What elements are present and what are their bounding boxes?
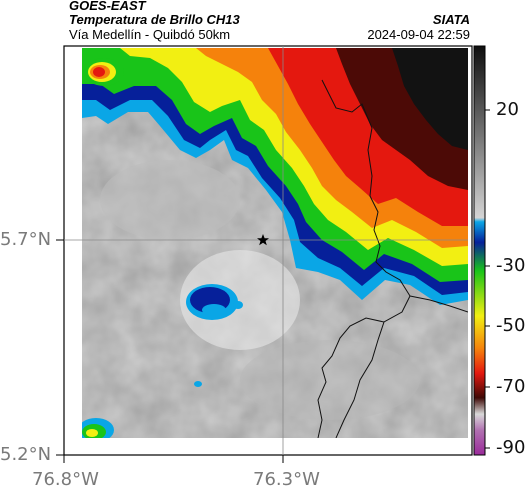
location-star-marker: [257, 234, 269, 246]
colorbar-tick-label: -30: [496, 255, 526, 276]
map-subtitle: Temperatura de Brillo CH13: [69, 12, 240, 27]
lon-tick-label: 76.8°W: [32, 469, 99, 490]
lat-tick-label: 5.2°N: [0, 444, 52, 465]
colorbar-tick-label: -90: [496, 437, 526, 458]
colorbar-tick-label: -70: [496, 376, 526, 397]
region-label: Vía Medellín - Quibdó 50km: [69, 27, 231, 42]
lat-tick-label: 5.7°N: [0, 229, 52, 250]
satellite-image: [82, 48, 468, 438]
agency-label: SIATA: [432, 12, 470, 27]
colorbar: [473, 45, 486, 456]
product-title: GOES-EAST: [69, 0, 146, 13]
lon-tick-label: 76.3°W: [253, 469, 320, 490]
colorbar-tick-label: -50: [496, 315, 526, 336]
datetime-label: 2024-09-04 22:59: [367, 27, 470, 42]
colorbar-tick-label: 20: [496, 99, 519, 120]
